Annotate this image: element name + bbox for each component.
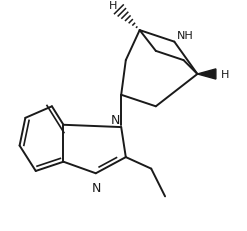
- Text: N: N: [92, 181, 101, 194]
- Text: H: H: [109, 1, 117, 11]
- Text: N: N: [111, 113, 120, 126]
- Text: NH: NH: [177, 30, 193, 40]
- Polygon shape: [197, 70, 216, 80]
- Text: H: H: [221, 69, 229, 79]
